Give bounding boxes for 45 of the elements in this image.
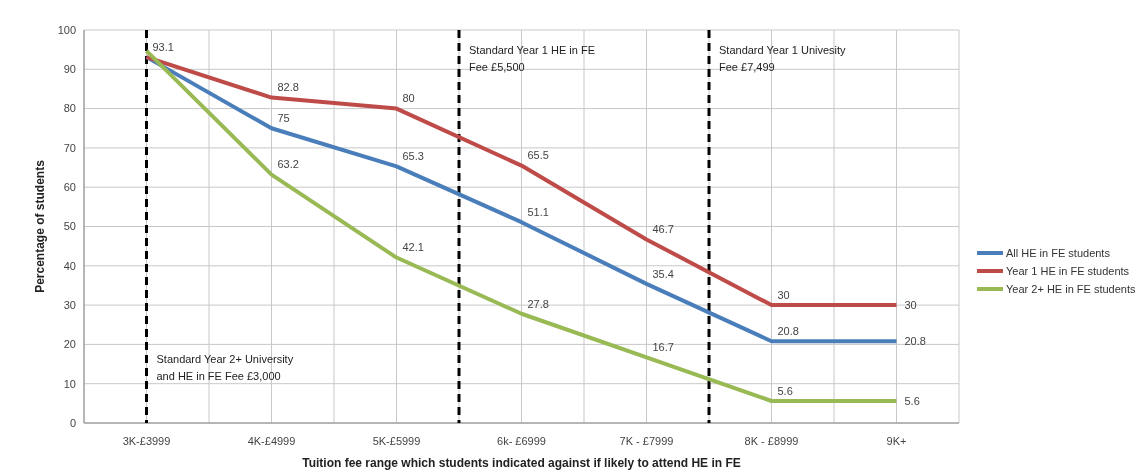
y-tick-label: 30 <box>63 298 76 311</box>
y-tick-label: 60 <box>63 181 76 194</box>
x-tick-label: 7K - £7999 <box>619 435 674 447</box>
data-label: 80 <box>402 92 415 105</box>
x-tick-label: 6k- £6999 <box>497 435 546 447</box>
legend-label: Year 2+ HE in FE students <box>1006 282 1137 295</box>
x-tick-label: 5K-£5999 <box>372 435 421 447</box>
y-tick-label: 70 <box>63 141 76 154</box>
annotation: Standard Year 1 Univesity Fee £7,499 <box>719 44 847 73</box>
annotation: Standard Year 1 HE in FE Fee £5,500 <box>469 44 595 73</box>
data-label: 5.6 <box>904 394 920 407</box>
data-label: 46.7 <box>652 223 674 236</box>
data-label: 16.7 <box>652 341 674 354</box>
y-tick-label: 10 <box>63 377 76 390</box>
data-label: 30 <box>904 298 917 311</box>
x-axis-title: Tuition fee range which students indicated against if likely to attend HE in FE <box>302 456 741 470</box>
data-label: 20.8 <box>777 325 799 338</box>
data-label: 93.1 <box>152 40 174 53</box>
data-label: 5.6 <box>777 384 793 397</box>
data-label: 65.3 <box>402 150 424 163</box>
y-axis-title: Percentage of students <box>33 159 47 293</box>
y-tick-label: 80 <box>63 102 76 115</box>
y-tick-label: 50 <box>63 220 76 233</box>
x-tick-label: 3K-£3999 <box>122 435 171 447</box>
data-label: 35.4 <box>652 267 674 280</box>
data-label: 82.8 <box>277 81 299 94</box>
data-label: 51.1 <box>527 206 549 219</box>
x-tick-label: 4K-£4999 <box>247 435 296 447</box>
data-label: 27.8 <box>527 297 549 310</box>
legend-label: Year 1 HE in FE students <box>1006 264 1130 277</box>
data-label: 42.1 <box>402 241 424 254</box>
y-tick-label: 90 <box>63 63 76 76</box>
data-label: 30 <box>777 288 790 301</box>
y-tick-label: 100 <box>57 23 76 36</box>
data-label: 65.5 <box>527 149 549 162</box>
x-tick-label: 9K+ <box>886 435 907 447</box>
y-tick-label: 0 <box>69 416 76 429</box>
annotation: Standard Year 2+ University and HE in FE Fee £3,000 <box>156 353 294 382</box>
legend-label: All HE in FE students <box>1006 246 1111 259</box>
x-tick-label: 8K - £8999 <box>744 435 799 447</box>
data-label: 63.2 <box>277 158 299 171</box>
data-label: 20.8 <box>904 335 926 348</box>
y-tick-label: 20 <box>63 338 76 351</box>
y-tick-label: 40 <box>63 259 76 272</box>
data-label: 75 <box>277 112 290 125</box>
